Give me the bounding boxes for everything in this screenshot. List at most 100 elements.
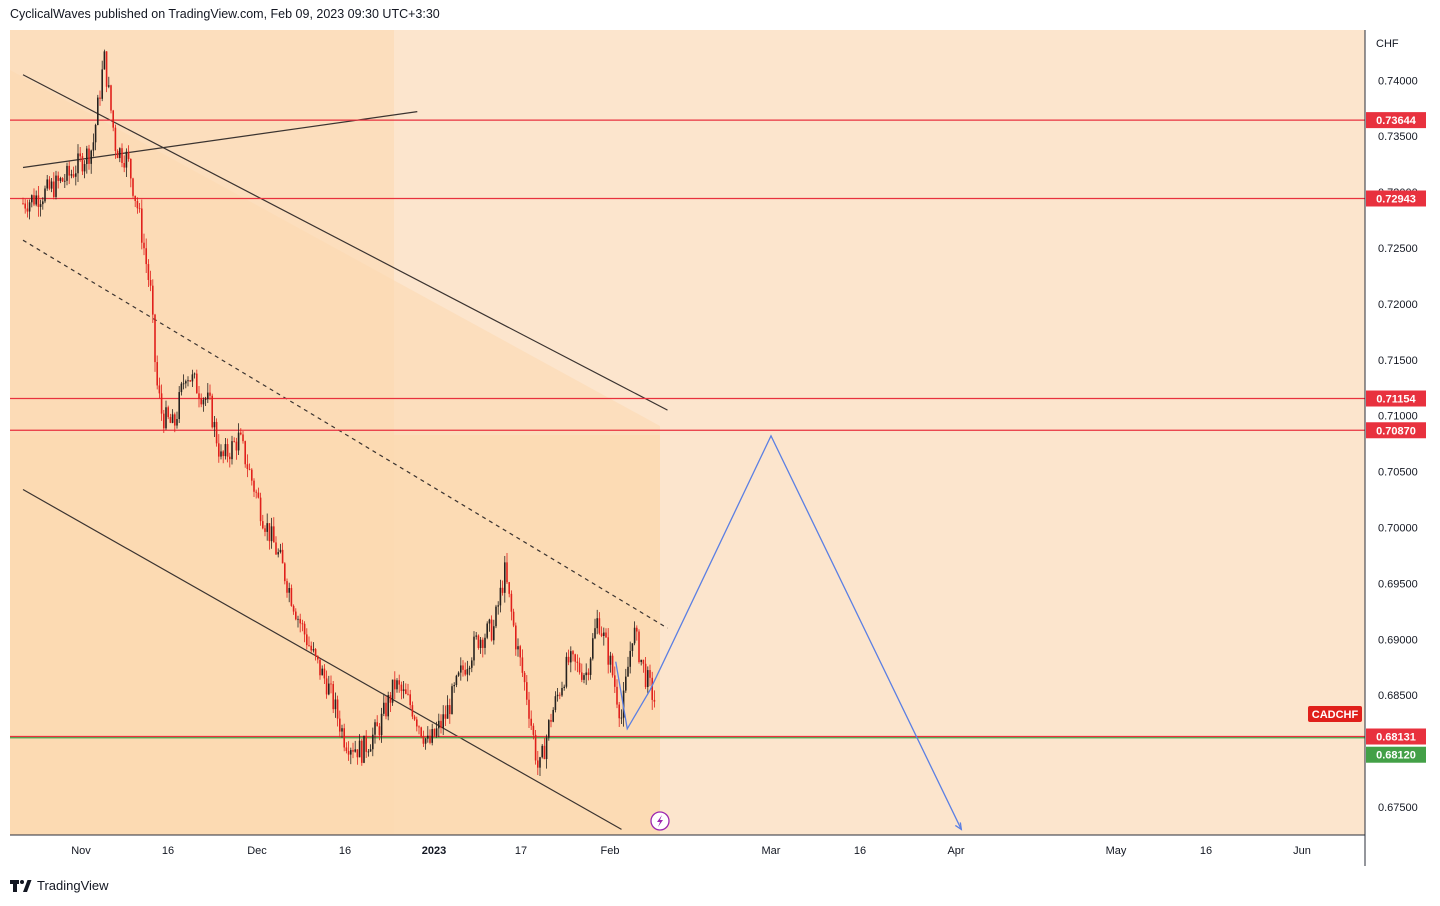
candle-up [493,626,495,641]
candle-up [39,204,42,207]
candle-up [647,670,649,688]
channel-middle-line[interactable] [22,239,668,629]
candle-up [565,656,568,687]
candle-up [266,523,268,532]
candle-down [154,314,156,363]
price-chart[interactable]: CHF0.740000.735000.730000.725000.720000.… [10,30,1429,866]
candle-up [64,180,66,182]
candle-down [158,385,161,394]
candle-up [620,717,623,719]
candle-up [35,195,37,205]
candle-down [512,611,515,626]
price-tag-0.72943[interactable] [1366,190,1426,207]
candle-down [88,148,90,164]
candle-down [57,175,59,181]
candle-down [323,668,326,679]
candle-up [119,148,121,159]
candle-down [345,747,348,751]
candle-up [178,392,180,420]
time-tick-label: 16 [162,845,174,857]
candle-up [570,651,572,663]
candle-down [490,619,493,641]
candle-down [163,413,165,429]
candle-down [138,208,141,210]
candle-up [42,201,44,205]
candle-up [277,552,279,555]
candle-down [534,734,537,761]
candle-up [629,650,631,667]
price-tag-0.71154[interactable] [1366,390,1426,407]
price-tag-0.70870[interactable] [1366,422,1426,439]
channel-lower-line[interactable] [22,488,622,830]
candle-down [416,719,418,727]
candle-up [270,526,273,542]
candle-up [66,165,68,181]
candle-up [182,383,185,385]
candle-down [537,760,539,768]
candle-up [191,374,194,382]
channel-upper-line[interactable] [22,74,668,411]
candle-down [301,623,304,625]
candle-down [110,85,112,111]
candle-up [75,173,77,177]
price-axis-panel[interactable] [1365,30,1429,866]
publisher-line: CyclicalWaves published on TradingView.c… [10,7,440,21]
candle-up [176,419,178,426]
candle-up [350,750,352,755]
price-tick-label: 0.71000 [1378,411,1418,423]
candle-up [457,672,460,676]
candle-down [543,745,546,760]
candle-down [343,728,345,748]
candle-down [209,392,211,396]
price-tick-label: 0.73500 [1378,131,1418,143]
candle-up [28,202,31,212]
candle-down [607,637,609,665]
candle-up [594,628,596,639]
candle-down [147,264,150,280]
candle-up [475,635,477,637]
candle-down [143,242,145,249]
candle-down [189,380,191,382]
time-axis-panel[interactable] [10,835,1365,866]
candle-up [374,722,376,735]
candle-down [79,153,81,157]
candle-up [552,709,554,722]
candle-down [253,480,255,492]
candle-down [462,665,464,670]
candle-down [411,705,414,717]
candle-down [141,208,143,243]
candle-up [92,142,95,151]
candle-down [308,645,310,646]
symbol-label: CADCHF [1312,709,1359,721]
price-tick-label: 0.69000 [1378,634,1418,646]
candle-up [185,381,187,384]
candle-down [136,200,139,209]
candle-down [385,702,387,717]
price-tag-0.73644[interactable] [1366,112,1426,129]
candle-up [631,643,634,651]
chart-panel[interactable]: CHF0.740000.735000.730000.725000.720000.… [10,30,1429,866]
candle-down [644,663,647,688]
candle-up [279,549,282,553]
candle-down [319,659,321,676]
candle-down [567,656,570,663]
candle-up [589,658,592,675]
price-tag-0.68131[interactable] [1366,728,1426,745]
time-tick-label: Nov [71,845,91,857]
candle-up [473,636,475,661]
time-tick-label: Mar [762,845,781,857]
candle-down [433,729,436,736]
projection-path[interactable] [615,434,962,830]
candle-up [585,672,587,676]
candle-down [501,587,504,593]
candle-up [207,392,209,400]
symbol-last-price-tag[interactable] [1308,706,1362,722]
candle-up [435,728,438,736]
price-tag-0.68120[interactable] [1366,746,1426,763]
candle-down [198,393,200,399]
candle-down [152,285,154,315]
candle-down [244,441,246,465]
candle-up [484,637,486,648]
candle-down [574,654,576,662]
price-tick-label: 0.69500 [1378,578,1418,590]
